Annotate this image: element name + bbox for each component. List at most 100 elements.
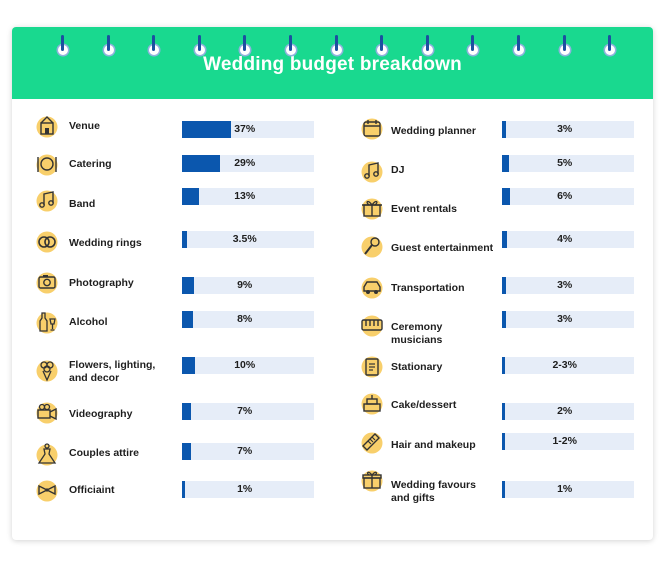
category-label-wedding-planner: Wedding planner	[391, 125, 476, 137]
binder-ring	[422, 35, 433, 55]
binder-ring	[514, 35, 524, 55]
binder-ring	[377, 35, 388, 55]
plate-icon	[34, 151, 60, 177]
binder-ring	[58, 35, 68, 55]
bar-couples-attire	[182, 443, 192, 460]
category-label-stationary: Stationary	[391, 361, 443, 373]
category-label-wedding-favours-and-gifts: Wedding favours and gifts	[391, 479, 476, 504]
binder-ring	[468, 35, 479, 55]
category-label-alcohol: Alcohol	[69, 316, 108, 328]
value-label-alcohol: 8%	[237, 313, 253, 325]
bar-ceremony-musicians	[502, 311, 506, 328]
value-label-transportation: 3%	[557, 279, 573, 291]
value-label-flowers-lighting-and-decor: 10%	[234, 359, 256, 371]
category-label-band: Band	[69, 198, 96, 210]
value-label-venue: 37%	[234, 123, 256, 135]
value-label-photography: 9%	[237, 279, 253, 291]
bar-transportation	[502, 277, 506, 294]
gift-icon	[359, 467, 385, 493]
category-label-videography: Videography	[69, 408, 133, 420]
budget-card: Wedding budget breakdown Venue 37% Caterin…	[12, 27, 653, 540]
bar-catering	[182, 155, 221, 172]
header-banner: Wedding budget breakdown	[12, 27, 653, 99]
bar-track-venue: 37%	[182, 121, 314, 138]
bar-track-flowers-lighting-and-decor: 10%	[182, 357, 314, 374]
bar-stationary	[502, 357, 506, 374]
music-note-icon	[359, 158, 385, 184]
value-label-wedding-planner: 3%	[557, 123, 573, 135]
bow-tie-icon	[34, 477, 60, 503]
category-label-transportation: Transportation	[391, 282, 465, 294]
gift-box-icon	[359, 195, 385, 221]
video-camera-icon	[34, 399, 60, 425]
invitation-icon	[359, 353, 385, 379]
bar-track-catering: 29%	[182, 155, 314, 172]
bar-wedding-planner	[502, 121, 506, 138]
category-label-ceremony-musicians: Ceremony musicians	[391, 321, 443, 346]
camera-icon	[34, 269, 60, 295]
calendar-icon	[359, 115, 385, 141]
value-label-band: 13%	[234, 190, 256, 202]
bar-officiaint	[182, 481, 185, 498]
microphone-icon	[359, 233, 385, 259]
binder-ring	[149, 35, 160, 55]
value-label-event-rentals: 6%	[557, 190, 573, 202]
value-label-videography: 7%	[237, 405, 253, 417]
value-label-guest-entertainment: 4%	[557, 233, 573, 245]
category-label-dj: DJ	[391, 164, 405, 176]
category-label-wedding-rings: Wedding rings	[69, 237, 142, 249]
binder-ring	[240, 35, 251, 55]
wine-bottle-icon	[34, 309, 60, 335]
rings-icon	[34, 228, 60, 254]
cake-icon	[359, 390, 385, 416]
binder-ring	[331, 35, 342, 55]
category-label-cake-dessert: Cake/dessert	[391, 399, 457, 411]
value-label-dj: 5%	[557, 157, 573, 169]
bar-track-band: 13%	[182, 188, 314, 205]
value-label-hair-and-makeup: 1-2%	[552, 435, 577, 447]
category-label-hair-and-makeup: Hair and makeup	[391, 439, 476, 451]
value-label-wedding-rings: 3.5%	[232, 233, 257, 245]
binder-ring	[194, 35, 205, 55]
bar-track-alcohol: 8%	[182, 311, 314, 328]
bar-track-wedding-rings: 3.5%	[182, 231, 314, 248]
bar-flowers-lighting-and-decor	[182, 357, 196, 374]
bar-event-rentals	[502, 188, 510, 205]
category-label-event-rentals: Event rentals	[391, 203, 457, 215]
bar-track-wedding-favours-and-gifts: 1%	[502, 481, 634, 498]
bar-dj	[502, 155, 509, 172]
binder-ring	[559, 35, 570, 55]
bar-track-photography: 9%	[182, 277, 314, 294]
bar-wedding-rings	[182, 231, 187, 248]
category-label-photography: Photography	[69, 277, 134, 289]
bar-photography	[182, 277, 194, 294]
bar-alcohol	[182, 311, 193, 328]
car-icon	[359, 274, 385, 300]
bar-track-ceremony-musicians: 3%	[502, 311, 634, 328]
chart-title: Wedding budget breakdown	[203, 54, 462, 75]
binder-ring	[286, 35, 296, 55]
bar-track-dj: 5%	[502, 155, 634, 172]
value-label-couples-attire: 7%	[237, 445, 253, 457]
category-label-catering: Catering	[69, 158, 112, 170]
value-label-catering: 29%	[234, 157, 256, 169]
keyboard-icon	[359, 312, 385, 338]
music-note-icon	[34, 187, 60, 213]
bar-cake-dessert	[502, 403, 505, 420]
bar-videography	[182, 403, 192, 420]
bar-band	[182, 188, 200, 205]
bar-track-wedding-planner: 3%	[502, 121, 634, 138]
comb-icon	[359, 429, 385, 455]
category-label-couples-attire: Couples attire	[69, 447, 140, 459]
value-label-stationary: 2-3%	[552, 359, 577, 371]
binder-ring	[605, 35, 616, 55]
binder-ring	[103, 35, 114, 55]
value-label-cake-dessert: 2%	[557, 405, 573, 417]
value-label-ceremony-musicians: 3%	[557, 313, 573, 325]
bar-guest-entertainment	[502, 231, 508, 248]
bar-track-event-rentals: 6%	[502, 188, 634, 205]
bar-track-couples-attire: 7%	[182, 443, 314, 460]
category-label-flowers-lighting-and-decor: Flowers, lighting, and decor	[69, 359, 156, 384]
bar-track-hair-and-makeup: 1-2%	[502, 433, 634, 450]
bar-track-transportation: 3%	[502, 277, 634, 294]
